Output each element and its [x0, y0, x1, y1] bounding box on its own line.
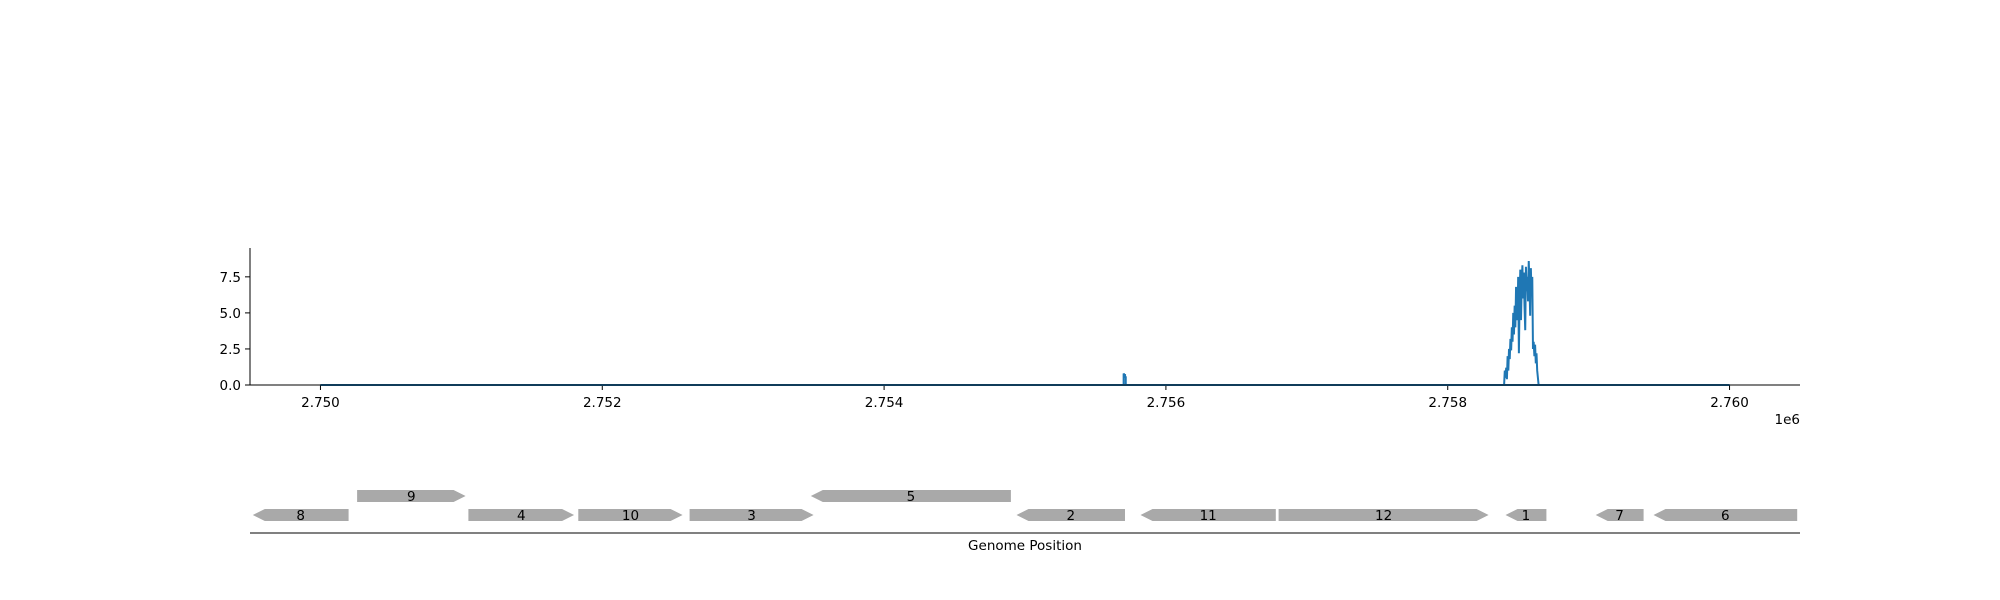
gene-label: 6	[1721, 508, 1730, 524]
gene-arrow	[578, 509, 683, 521]
gene-arrows: 8 9 4 10 3 5 2 11 12 1 7 6	[252, 489, 1798, 524]
gene-label: 8	[296, 508, 305, 524]
gene-label: 2	[1067, 508, 1076, 524]
gene-arrow	[468, 509, 575, 521]
gene-arrow	[357, 490, 466, 502]
gene-label: 7	[1615, 508, 1624, 524]
coverage-plot: 0.02.55.07.5 2.750 2.752 2.754 2.756 2.758 2.…	[220, 248, 1800, 428]
gene-label: 9	[407, 489, 416, 505]
gene-arrow	[252, 509, 349, 521]
gene-track: 8 9 4 10 3 5 2 11 12 1 7 6 Genome Position	[250, 489, 1800, 554]
x-tick-label: 2.750	[301, 395, 340, 411]
gene-label: 11	[1200, 508, 1217, 524]
gene-label: 5	[907, 489, 916, 505]
x-tick-label: 2.760	[1710, 395, 1749, 411]
x-tick-label: 2.758	[1428, 395, 1467, 411]
gene-label: 12	[1375, 508, 1392, 524]
gene-arrow	[1278, 509, 1489, 521]
coverage-series-line	[320, 260, 1730, 386]
x-axis-ticks: 2.750 2.752 2.754 2.756 2.758 2.760	[301, 385, 1749, 411]
gene-track-x-axis-label: Genome Position	[968, 538, 1082, 554]
gene-arrow	[810, 490, 1011, 502]
gene-label: 10	[622, 508, 639, 524]
x-tick-label: 2.752	[583, 395, 622, 411]
gene-label: 1	[1522, 508, 1531, 524]
gene-arrow	[1140, 509, 1276, 521]
gene-label: 4	[517, 508, 526, 524]
gene-label: 3	[747, 508, 756, 524]
x-tick-label: 2.756	[1147, 395, 1186, 411]
gene-arrow	[1016, 509, 1125, 521]
gene-arrow	[1595, 509, 1644, 521]
x-tick-label: 2.754	[865, 395, 904, 411]
y-tick-label: 0.0	[220, 378, 241, 394]
y-tick-label: 5.0	[220, 306, 241, 322]
x-axis-offset-label: 1e6	[1775, 412, 1800, 428]
gene-arrow	[689, 509, 814, 521]
y-tick-label: 7.5	[220, 270, 241, 286]
y-axis-ticks: 0.0 2.5 5.0 7.5	[220, 270, 250, 394]
gene-arrow	[1505, 509, 1547, 521]
y-tick-label: 2.5	[220, 342, 241, 358]
gene-arrow	[1653, 509, 1798, 521]
